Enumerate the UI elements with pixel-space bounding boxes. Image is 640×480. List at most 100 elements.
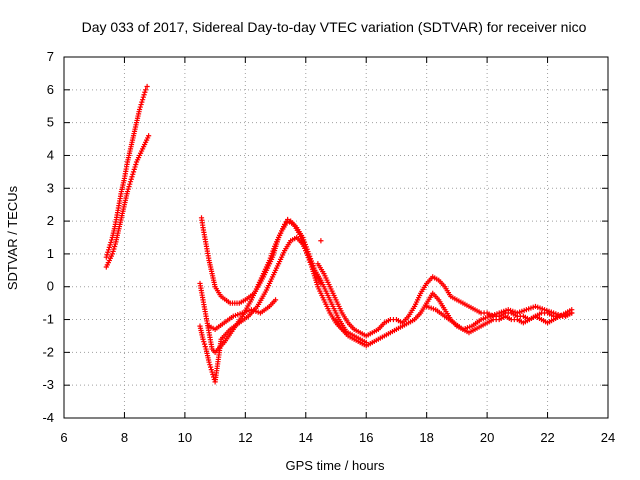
data-point [128,176,134,182]
data-point [299,238,305,244]
x-tick-label: 20 [480,430,494,445]
data-point [127,181,133,187]
data-point [207,362,213,368]
x-tick-label: 12 [238,430,252,445]
data-point [201,341,208,347]
data-point [105,247,112,253]
data-point [127,179,134,185]
series-afternoon-d [206,297,279,332]
data-point [144,83,150,90]
y-tick-label: 2 [47,213,54,228]
y-tick-label: -1 [42,312,54,327]
x-tick-label: 8 [121,430,128,445]
data-point [140,94,146,100]
data-point [133,161,139,168]
x-tick-label: 10 [178,430,192,445]
data-points [103,83,575,385]
y-tick-label: -2 [42,344,54,359]
data-point [141,92,147,98]
y-tick-label: 5 [47,115,54,130]
data-point [307,259,313,265]
data-point [308,262,314,268]
series-isolated [318,238,324,244]
data-point [108,239,114,246]
data-point [143,87,149,93]
x-tick-labels: 6 8 10 12 14 16 18 20 22 24 [60,430,615,445]
x-axis-label: GPS time / hours [286,458,385,473]
y-tick-label: 4 [47,147,54,162]
data-point [272,297,279,303]
data-point [112,243,118,250]
data-point [210,371,216,378]
data-point [266,257,273,264]
y-tick-label: 3 [47,180,54,195]
data-point [305,255,311,261]
data-point [268,253,274,259]
x-tick-label: 14 [299,430,313,445]
data-point [131,166,137,173]
y-tick-label: -3 [42,377,54,392]
data-point [267,255,273,261]
series-early-lower [103,133,152,270]
series-evening-c [424,303,575,332]
data-point [201,339,207,345]
data-point [303,248,309,254]
data-point [206,359,212,365]
data-point [304,250,310,256]
data-point [298,236,305,242]
data-point [297,233,304,240]
data-point [130,171,136,177]
y-tick-label: -4 [42,410,54,425]
data-point [109,251,115,257]
data-point [304,252,311,258]
data-point [105,249,111,255]
data-point [125,186,131,192]
data-point [124,188,131,195]
data-point [302,245,308,251]
data-point [136,106,143,113]
data-point [272,243,278,250]
data-point [200,336,206,342]
x-tick-label: 6 [60,430,67,445]
x-tick-label: 24 [601,430,615,445]
data-point [318,238,324,244]
data-point [301,243,307,249]
data-point [142,89,148,95]
data-point [208,366,214,373]
data-point [109,237,115,243]
y-tick-label: 7 [47,49,54,64]
chart-title: Day 033 of 2017, Sidereal Day-to-day VTE… [82,19,587,35]
data-point [139,99,145,105]
data-point [306,257,312,263]
data-point [126,184,132,190]
y-tick-label: 6 [47,82,54,97]
data-point [107,242,113,248]
data-point [106,244,112,250]
data-point [129,174,135,180]
data-point [130,169,137,175]
plot-frame [63,56,609,419]
data-point [111,246,117,252]
data-point [103,254,109,260]
data-point [110,248,116,255]
data-point [137,104,143,110]
data-point [207,364,214,370]
data-point [146,133,152,139]
y-tick-labels: -4 -3 -2 -1 0 1 2 3 4 5 6 7 [42,49,54,425]
data-point [271,246,277,252]
data-point [132,164,138,170]
data-point [139,97,146,103]
y-tick-label: 0 [47,279,54,294]
series-early-upper [103,83,150,260]
data-point [269,250,275,257]
x-tick-label: 22 [540,430,554,445]
data-point [138,101,144,108]
data-point [209,369,215,375]
data-point [104,252,110,258]
y-tick-label: 1 [47,246,54,261]
data-point [569,310,575,316]
data-point [300,240,306,247]
x-tick-label: 18 [419,430,433,445]
